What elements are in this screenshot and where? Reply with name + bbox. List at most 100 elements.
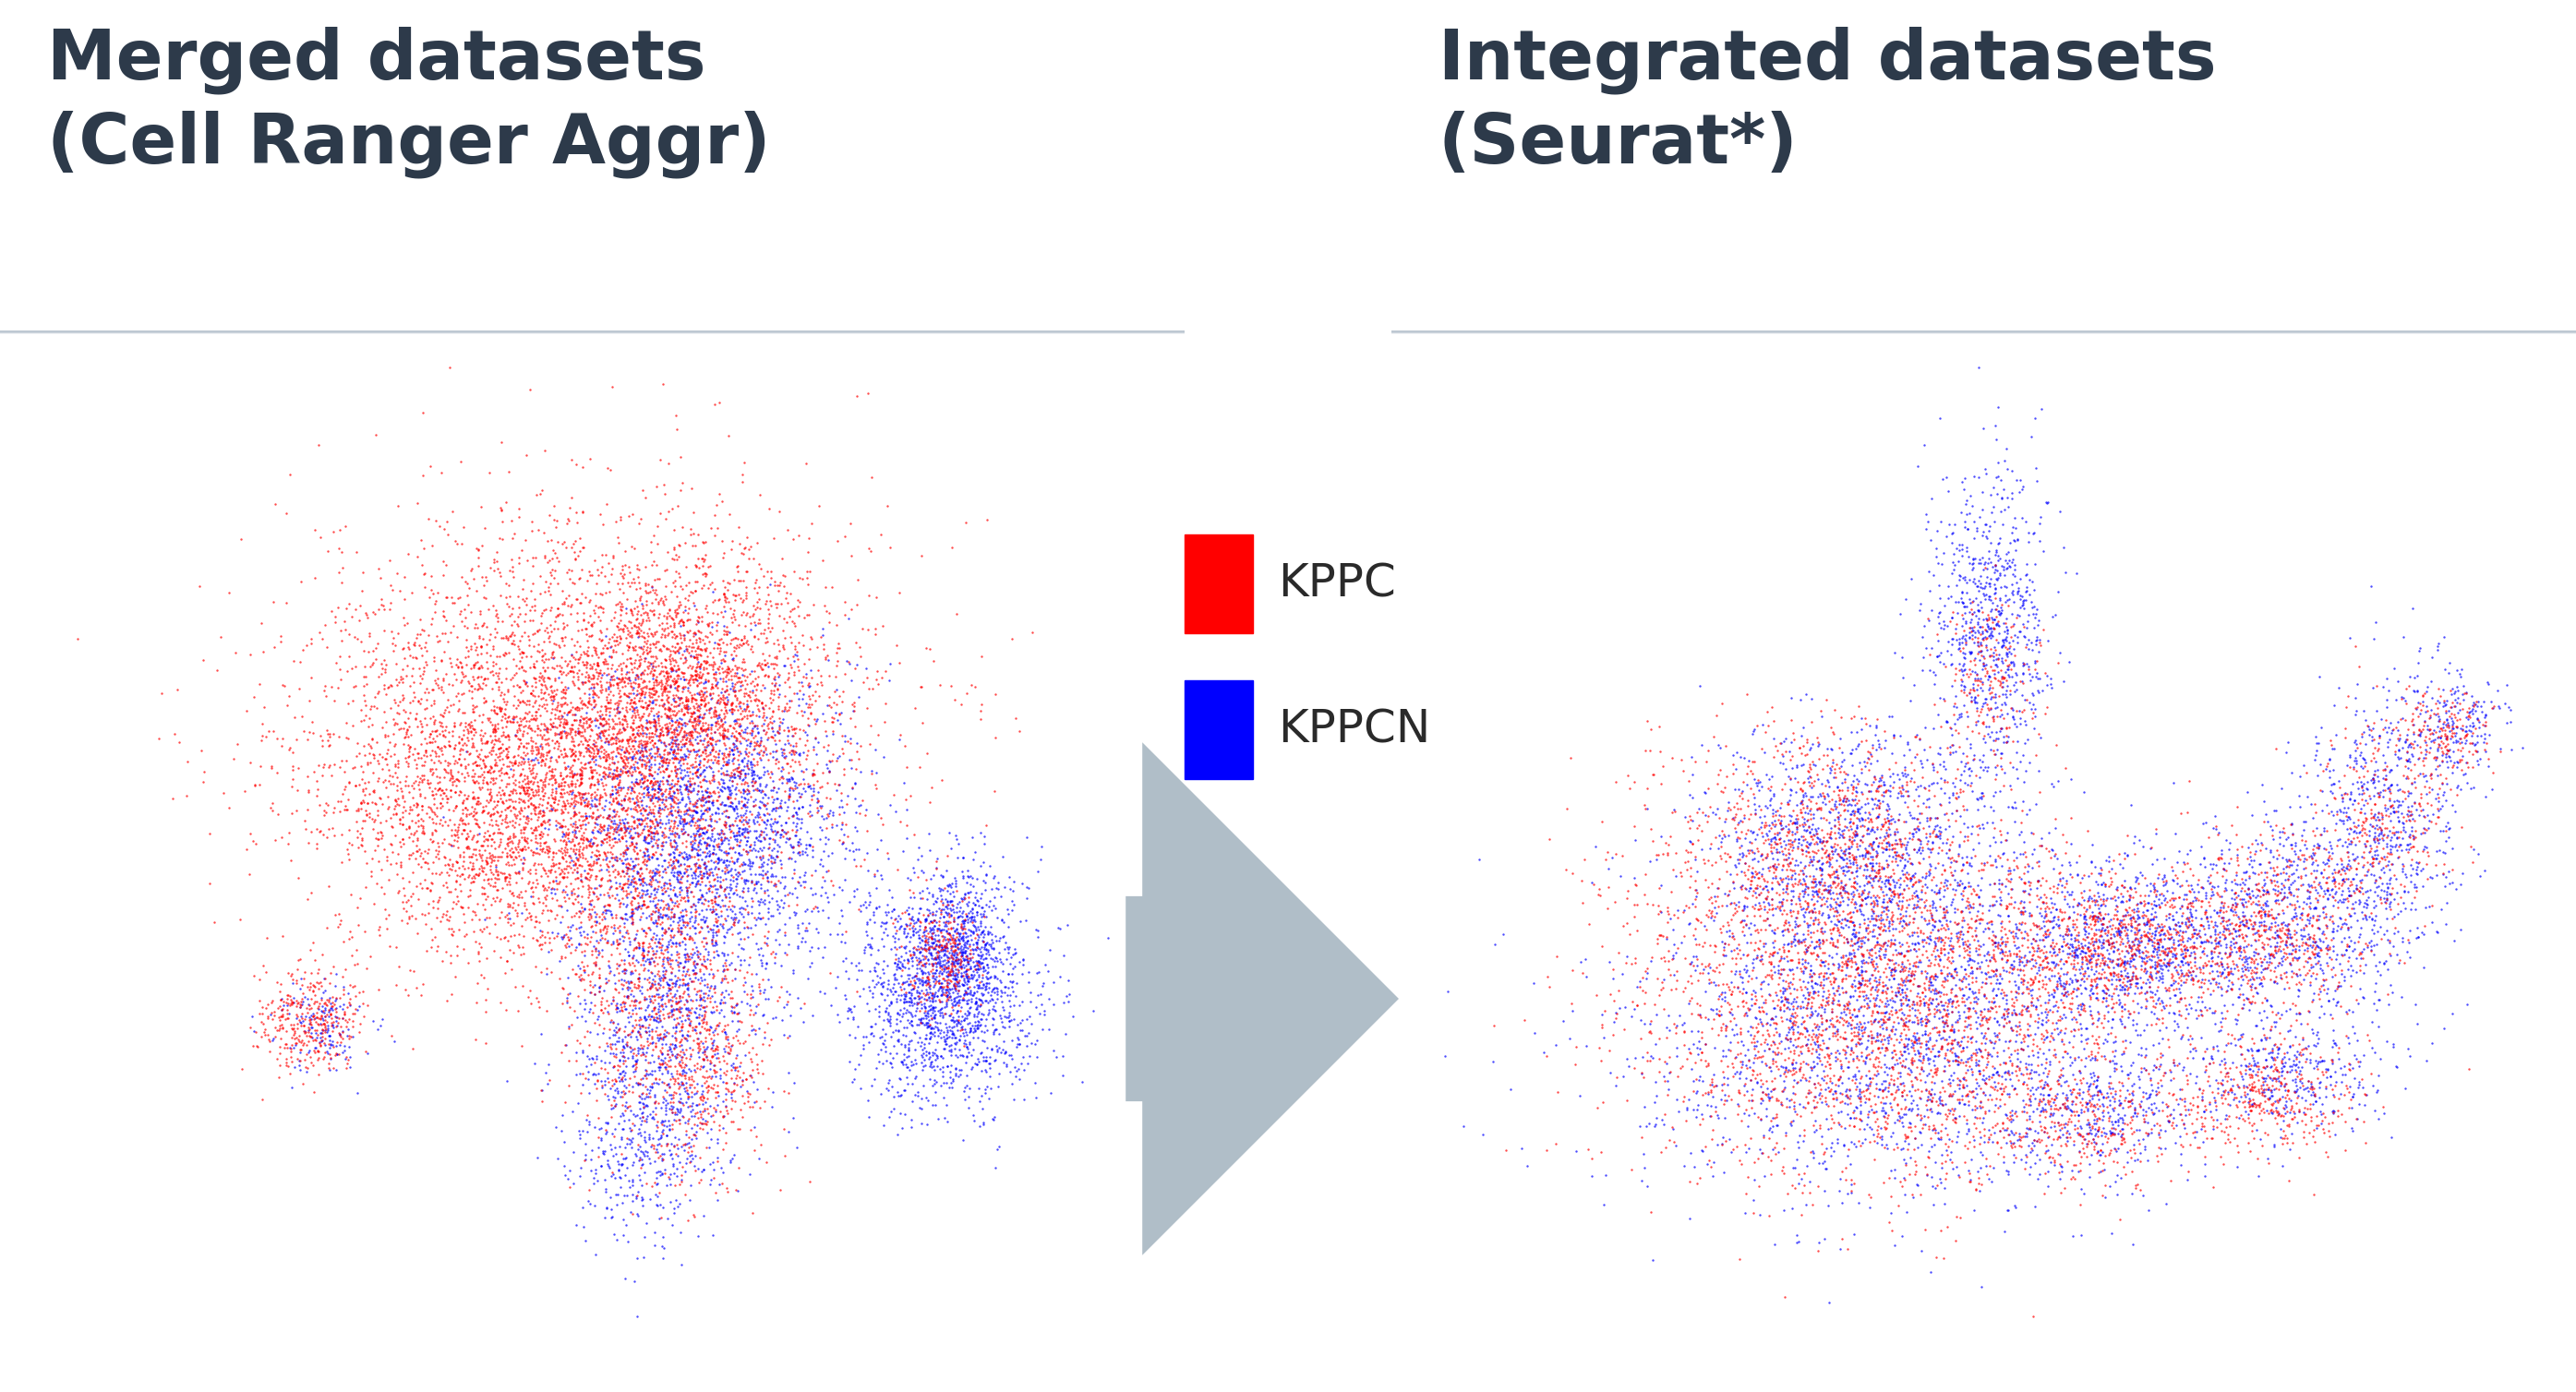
Point (2094, 1025, 2136, 1047)
Point (335, 626, 376, 649)
Point (477, 926, 518, 948)
Point (842, 941, 884, 963)
Point (698, 857, 739, 880)
Point (675, 962, 716, 984)
Point (595, 1087, 636, 1109)
Point (1713, 778, 1754, 800)
Point (2437, 709, 2478, 731)
Point (2342, 818, 2383, 841)
Point (938, 923, 979, 945)
Point (1605, 1018, 1646, 1040)
Point (376, 749, 417, 771)
Point (2107, 1090, 2148, 1112)
Point (1857, 1077, 1899, 1100)
Point (600, 1176, 641, 1199)
Point (2045, 1070, 2087, 1093)
Point (505, 891, 546, 913)
Point (500, 717, 541, 739)
Point (690, 678, 732, 700)
Point (1790, 750, 1832, 773)
Point (502, 625, 544, 647)
Point (1947, 682, 1989, 704)
Point (1917, 644, 1958, 667)
Point (479, 745, 520, 767)
Point (2233, 944, 2275, 966)
Point (690, 825, 732, 848)
Point (304, 1012, 345, 1034)
Point (289, 1016, 330, 1038)
Point (1950, 650, 1991, 672)
Point (518, 633, 559, 656)
Point (1826, 1137, 1868, 1160)
Point (675, 799, 716, 821)
Point (2097, 954, 2138, 976)
Point (2223, 1068, 2264, 1090)
Point (1713, 809, 1754, 831)
Point (665, 997, 706, 1019)
Point (361, 827, 402, 849)
Bar (1391, 331, 2576, 333)
Point (600, 600, 641, 622)
Point (2352, 938, 2393, 960)
Point (2027, 951, 2069, 973)
Point (603, 682, 644, 704)
Point (487, 892, 528, 915)
Point (1739, 1047, 1780, 1069)
Point (551, 767, 592, 789)
Point (2027, 896, 2069, 919)
Point (1723, 1005, 1765, 1027)
Point (884, 1102, 925, 1125)
Point (551, 780, 592, 802)
Point (636, 877, 677, 899)
Point (647, 973, 688, 995)
Point (1783, 991, 1824, 1013)
Point (1780, 859, 1821, 881)
Point (1826, 1084, 1868, 1107)
Point (1940, 944, 1981, 966)
Point (667, 753, 708, 775)
Point (2069, 945, 2110, 967)
Point (626, 988, 667, 1011)
Point (889, 902, 930, 924)
Point (1839, 885, 1880, 908)
Point (1770, 889, 1811, 912)
Point (569, 767, 611, 789)
Point (567, 734, 608, 756)
Point (1855, 992, 1896, 1015)
Point (2066, 1018, 2107, 1040)
Point (559, 1157, 600, 1179)
Point (2125, 990, 2166, 1012)
Point (574, 1116, 616, 1139)
Point (559, 743, 600, 766)
Point (1710, 892, 1752, 915)
Point (523, 803, 564, 825)
Point (2066, 1114, 2107, 1136)
Point (1847, 792, 1888, 814)
Point (2056, 979, 2097, 1001)
Point (917, 966, 958, 988)
Point (899, 1008, 940, 1030)
Point (410, 749, 451, 771)
Point (1785, 873, 1826, 895)
Point (1850, 1072, 1891, 1094)
Point (574, 935, 616, 958)
Point (1919, 743, 1960, 766)
Point (337, 799, 379, 821)
Point (2002, 1096, 2043, 1118)
Point (466, 830, 507, 852)
Point (1752, 842, 1793, 864)
Point (647, 877, 688, 899)
Point (2372, 718, 2414, 741)
Point (1839, 928, 1880, 951)
Point (914, 1008, 956, 1030)
Point (636, 1111, 677, 1133)
Point (1721, 835, 1762, 857)
Point (641, 611, 683, 633)
Point (528, 876, 569, 898)
Point (2236, 941, 2277, 963)
Point (592, 916, 634, 938)
Point (652, 752, 693, 774)
Point (788, 775, 829, 798)
Point (2148, 937, 2190, 959)
Point (1886, 912, 1927, 934)
